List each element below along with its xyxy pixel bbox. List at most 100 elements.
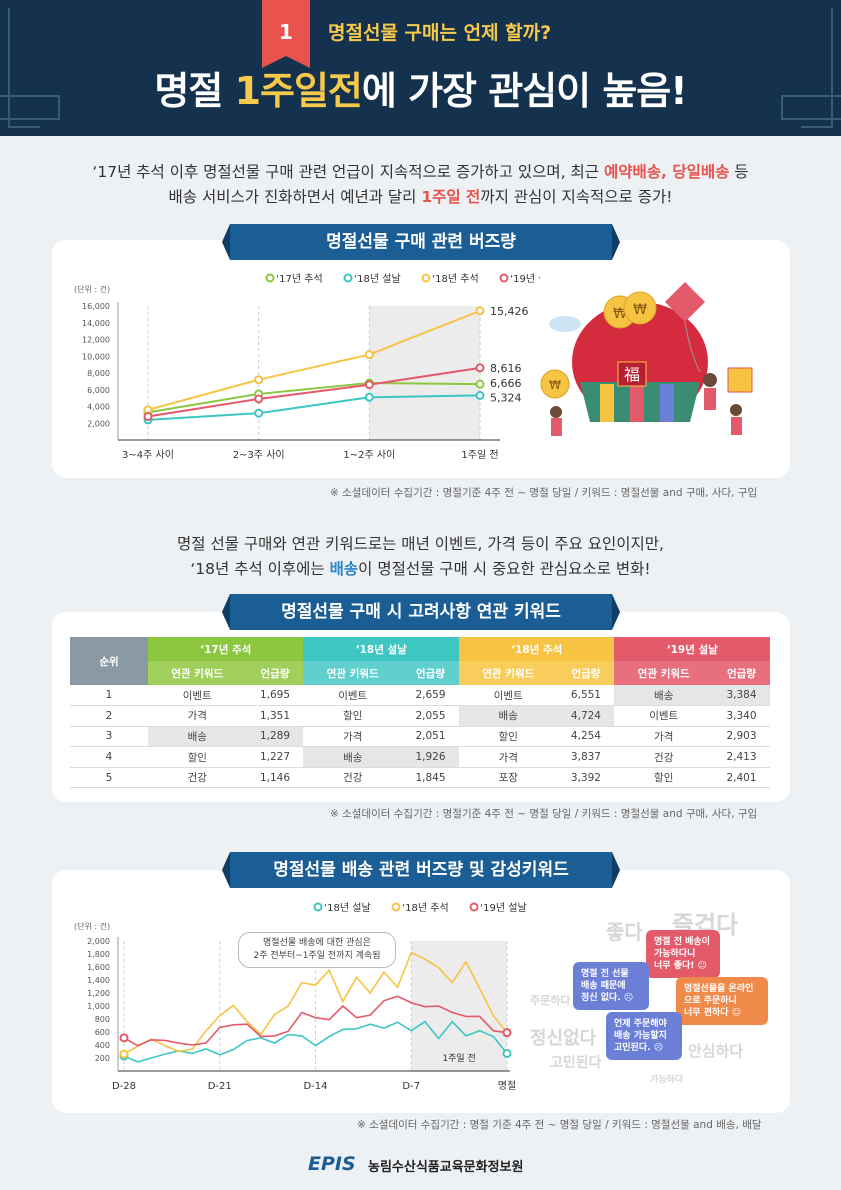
keyword-cell: 할인 [614,767,713,789]
legend-label: ‘17년 추석 [276,273,323,285]
series-line [147,309,481,411]
count-cell: 2,413 [712,746,770,768]
keyword-cell: 배송 [148,726,247,748]
legend-label: ‘18년 설날 [324,902,371,914]
coin-icon [623,291,657,325]
table-row: 5 건강 1,146 건강 1,845 포장 3,392 할인 2,401 [70,767,770,789]
group-header: ‘18년 추석 [458,637,615,661]
intro1-text-a: ‘17년 추석 이후 명절선물 구매 관련 언급이 지속적으로 증가하고 있으며… [92,163,604,181]
legend-marker [469,902,479,912]
data-source-note-3: ※ 소셜데이터 수집기간 : 명절 기준 4주 전 ~ 명절 당일 / 키워드 … [357,1119,762,1131]
intro1-text-c: 배송 서비스가 진화하면서 예년과 달리 [168,188,422,206]
end-value-label: 8,616 [490,362,522,375]
keyword-cell: 이벤트 [148,685,247,707]
y-tick-label: 1,600 [87,963,110,972]
keyword-cell: 가격 [458,746,558,768]
legend-marker [343,273,353,283]
y-tick-label: 16,000 [82,302,110,311]
section-title-buzz: 명절선물 구매 관련 버즈량 [222,224,620,260]
count-cell: 2,659 [401,685,459,707]
data-point [475,390,485,400]
gift-bag-label [617,361,647,387]
data-point [254,394,264,404]
sentiment-word: 좋다 [606,920,643,944]
data-point [364,392,374,402]
y-tick-label: 1,200 [87,989,110,998]
data-point [254,375,264,385]
data-source-note-1: ※ 소셜데이터 수집기간 : 명절기준 4주 전 ~ 명절 당일 / 키워드 :… [330,487,758,499]
intro1-highlight-a: 예약배송, 당일배송 [604,163,730,181]
y-tick-label: 1,800 [87,950,110,959]
count-cell: 2,051 [401,726,459,748]
rank-cell: 5 [70,767,148,789]
table-row: 3 배송 1,289 가격 2,051 할인 4,254 가격 2,903 [70,726,770,748]
organization-name: 농림수산식품교육문화정보원 [368,1160,524,1175]
x-tick-label: 3~4주 사이 [122,449,174,461]
header: 1 명절선물 구매는 언제 할까? 명절 1주일전에 가장 관심이 높음! [0,0,841,136]
bubble-text: 명절 전 배송이 가능하다니 너무 좋다! [654,937,710,971]
legend-label: ‘19년 설날 [480,902,527,914]
keyword-table: 순위 ‘17년 추석 ‘18년 설날 ‘18년 추석 ‘19년 설날 연관 키워드 언급량 연… [70,637,770,789]
series-line [123,995,508,1047]
keyword-col-header: 연관 키워드 [303,661,402,685]
count-cell: 3,392 [557,767,615,789]
keyword-cell: 배송 [303,746,402,768]
sentiment-word: 정신없다 [530,1028,597,1049]
rank-cell: 1 [70,685,148,707]
legend-marker [313,902,323,912]
section-title-delivery: 명절선물 배송 관련 버즈량 및 감성키워드 [222,852,620,888]
count-cell: 2,903 [712,726,770,748]
keyword-cell: 배송 [458,705,558,727]
series-line [147,394,481,421]
gift-bag-stripe-blue [660,384,674,422]
keyword-col-header: 연관 키워드 [148,661,247,685]
ornament-right [801,8,833,128]
chart-annotation: 명절선물 배송에 대한 관심은 2주 전부터~1주일 전까지 계속됨 [238,932,396,968]
rank-cell: 4 [70,746,148,768]
x-tick-label: 명절 [498,1079,516,1092]
sentiment-word: 안심하다 [688,1042,744,1060]
count-cell: 3,837 [557,746,615,768]
group-header: ‘18년 설날 [303,637,459,661]
title-pre: 명절 [154,69,235,113]
frown-icon: ☹ [623,993,634,1003]
intro2-text-b: 이 명절선물 구매 시 중요한 관심요소로 변화! [358,560,651,578]
sentiment-bubble: 명절 전 선물 배송 때문에 정신 없다. ☹ [573,962,649,1010]
smile-icon: ☺ [697,961,707,971]
y-tick-label: 1,000 [87,1002,110,1011]
keyword-col-header: 연관 키워드 [458,661,558,685]
fortune-char: 福 [624,365,640,384]
keyword-col-header: 연관 키워드 [614,661,713,685]
person-figure [730,404,742,416]
data-point [364,380,374,390]
legend-label: ‘18년 설날 [354,273,401,285]
keyword-cell: 가격 [148,705,247,727]
kite-string [684,321,701,373]
keyword-cell: 할인 [148,746,247,768]
y-tick-label: 800 [95,1015,110,1024]
y-tick-label: 4,000 [87,403,110,412]
sentiment-word: 가능하다 [650,1075,684,1085]
series-line [123,1020,508,1063]
person-figure [703,373,717,387]
count-cell: 1,289 [246,726,304,748]
ornament-left-step [0,95,60,120]
frown-icon: ☹ [653,1043,664,1053]
legend-marker [391,902,401,912]
data-point [502,1028,512,1038]
x-tick-label: 2~3주 사이 [233,449,285,461]
keyword-cell: 이벤트 [303,685,402,707]
legend-label: ‘18년 추석 [402,902,449,914]
ornament-right-step [781,95,841,120]
coin-symbol: ₩ [633,302,647,318]
buzz-line-chart: (단위 : 건) 2,000 4,000 6,000 8,000 10,000 12,000… [74,273,540,461]
data-point [143,412,153,422]
group-header: ‘19년 설날 [614,637,770,661]
count-cell: 2,055 [401,705,459,727]
person-figure [550,406,562,418]
legend-marker [265,273,275,283]
y-tick-label: 600 [95,1028,110,1037]
x-tick-label: 1~2주 사이 [343,449,395,461]
legend-label: ‘19년 설날 [510,273,540,285]
sentiment-bubble: 언제 주문해야 배송 가능할지 고민된다. ☹ [606,1012,682,1060]
